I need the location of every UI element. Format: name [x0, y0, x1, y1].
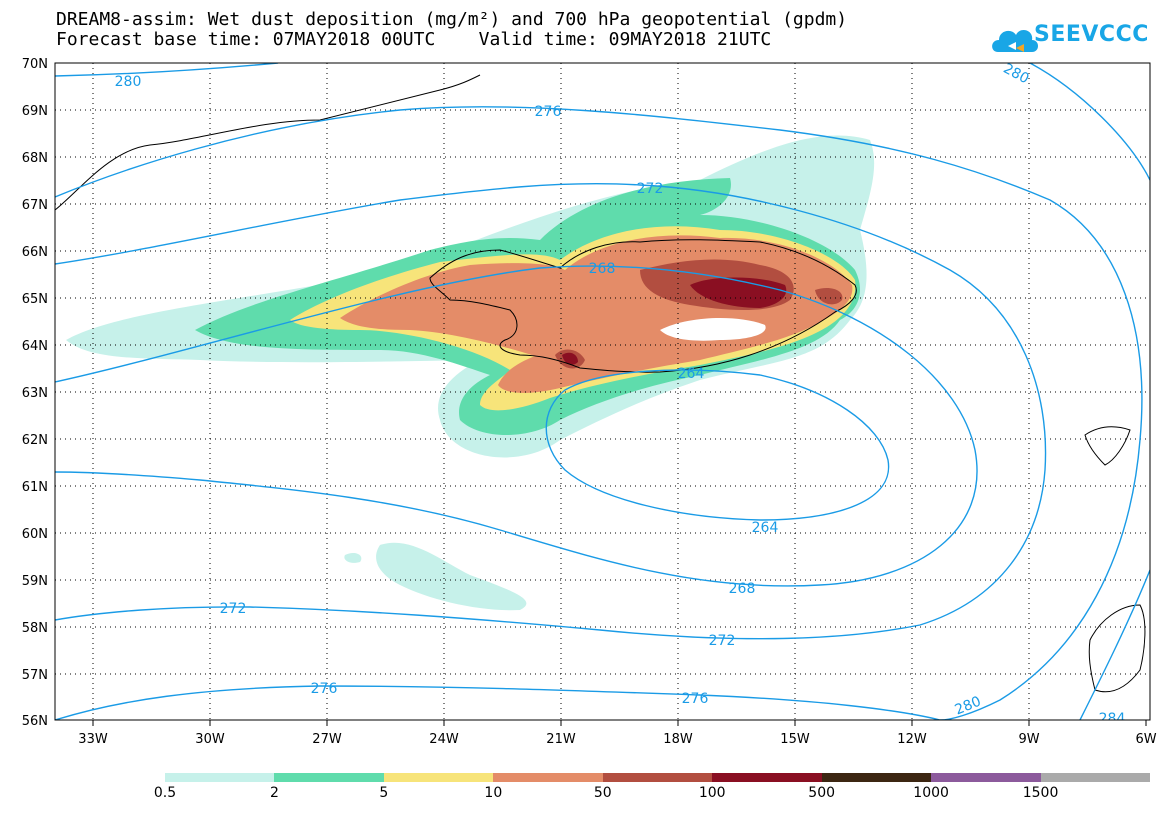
contour-label: 272 — [637, 181, 664, 197]
legend-swatch — [821, 773, 932, 782]
lat-label: 58N — [22, 621, 48, 636]
legend-swatch — [274, 773, 384, 782]
legend-swatch — [383, 773, 494, 782]
legend-label: 0.5 — [153, 785, 177, 801]
legend-label: 100 — [698, 785, 726, 801]
lat-label: 69N — [22, 104, 48, 119]
lat-label: 57N — [22, 668, 48, 683]
lon-label: 21W — [546, 732, 576, 747]
legend-swatch — [1040, 773, 1150, 782]
contour-label: 276 — [311, 681, 338, 697]
legend-swatch — [602, 773, 713, 782]
dust-deposition-field — [66, 135, 875, 611]
contour-label: 268 — [589, 261, 616, 277]
lat-label: 63N — [22, 386, 48, 401]
lat-label: 62N — [22, 433, 48, 448]
contour-label: 264 — [678, 366, 705, 382]
map-title: DREAM8-assim: Wet dust deposition (mg/m²… — [56, 9, 848, 30]
lon-label: 6W — [1135, 732, 1156, 747]
lat-label: 65N — [22, 292, 48, 307]
forecast-times: Forecast base time: 07MAY2018 00UTC Vali… — [56, 29, 772, 50]
contour-label: 272 — [709, 633, 736, 649]
lon-label: 33W — [78, 732, 108, 747]
lon-label: 30W — [195, 732, 225, 747]
contour-label: 284 — [1099, 711, 1126, 727]
axis-ticks — [92, 720, 1147, 726]
contour-label: 268 — [729, 581, 756, 597]
lat-label: 70N — [22, 57, 48, 72]
lat-label: 68N — [22, 151, 48, 166]
lat-label: 61N — [22, 480, 48, 495]
lat-label: 60N — [22, 527, 48, 542]
contour-label: 276 — [682, 691, 709, 707]
lat-label: 64N — [22, 339, 48, 354]
lon-label: 9W — [1018, 732, 1039, 747]
lon-label: 18W — [663, 732, 693, 747]
legend-label: 5 — [379, 785, 389, 801]
contour-label: 264 — [752, 520, 779, 536]
map-frame — [54, 62, 1151, 721]
legend-label: 500 — [808, 785, 836, 801]
lon-label: 15W — [780, 732, 810, 747]
legend-label: 10 — [484, 785, 503, 801]
legend-label: 50 — [593, 785, 612, 801]
contour-label: 272 — [220, 601, 247, 617]
logo-text: SEEVCCC — [1034, 22, 1149, 47]
latitude-labels: 70N 69N 68N 67N 66N 65N 64N 63N 62N 61N … — [22, 57, 48, 729]
lat-label: 56N — [22, 714, 48, 729]
legend-swatch — [712, 773, 822, 782]
legend-label: 1500 — [1022, 785, 1059, 801]
legend-swatch — [165, 773, 275, 782]
lat-label: 67N — [22, 198, 48, 213]
legend-label: 2 — [269, 785, 279, 801]
legend-swatch — [931, 773, 1041, 782]
lat-label: 66N — [22, 245, 48, 260]
legend-swatch — [493, 773, 603, 782]
contour-label: 276 — [535, 104, 562, 120]
lon-label: 27W — [312, 732, 342, 747]
cloud-logo-icon — [992, 29, 1038, 52]
lon-label: 24W — [429, 732, 459, 747]
legend-label: 1000 — [913, 785, 949, 801]
geopotential-contours — [55, 63, 1150, 720]
contour-label: 280 — [115, 74, 142, 90]
color-legend — [165, 773, 1150, 782]
lat-label: 59N — [22, 574, 48, 589]
coastlines — [55, 74, 1146, 693]
longitude-labels: 33W 30W 27W 24W 21W 18W 15W 12W 9W 6W — [78, 732, 1156, 747]
lon-label: 12W — [897, 732, 927, 747]
contour-label: 280 — [1000, 61, 1031, 88]
